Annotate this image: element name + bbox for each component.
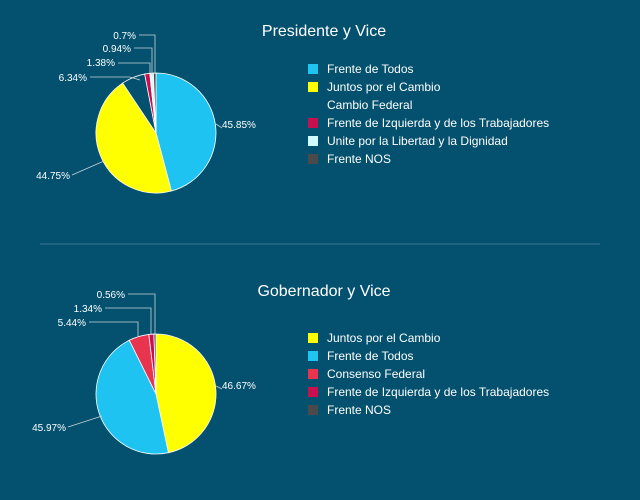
gobernador-legend-swatch-3[interactable] xyxy=(308,387,318,397)
presidente-data-label-4: 0.94% xyxy=(103,44,131,55)
presidente-leader-line-2 xyxy=(90,76,141,81)
gobernador-chart-title: Gobernador y Vice xyxy=(257,283,390,300)
gobernador-legend-label-2[interactable]: Consenso Federal xyxy=(327,367,425,381)
gobernador-legend-label-3[interactable]: Frente de Izquierda y de los Trabajadore… xyxy=(327,385,549,399)
presidente-legend-label-5[interactable]: Frente NOS xyxy=(327,152,391,166)
gobernador-leader-line-2 xyxy=(89,321,139,337)
gobernador-legend-swatch-2[interactable] xyxy=(308,369,318,379)
gobernador-data-label-0: 46.67% xyxy=(222,381,256,392)
gobernador-data-label-2: 5.44% xyxy=(58,318,86,329)
gobernador-legend-swatch-4[interactable] xyxy=(308,405,318,415)
presidente-legend-label-4[interactable]: Unite por la Libertad y la Dignidad xyxy=(327,134,508,148)
presidente-legend-label-0[interactable]: Frente de Todos xyxy=(327,62,414,76)
presidente-legend-label-3[interactable]: Frente de Izquierda y de los Trabajadore… xyxy=(327,116,549,130)
presidente-legend-swatch-2[interactable] xyxy=(308,100,318,110)
presidente-leader-line-5 xyxy=(139,34,156,74)
gobernador-data-label-4: 0.56% xyxy=(97,290,125,301)
presidente-legend-swatch-1[interactable] xyxy=(308,82,318,92)
presidente-data-label-1: 44.75% xyxy=(36,171,70,182)
gobernador-leader-line-1 xyxy=(67,415,103,428)
gobernador-slice-0[interactable] xyxy=(155,333,217,454)
gobernador-legend-label-4[interactable]: Frente NOS xyxy=(327,403,391,417)
gobernador-legend-label-1[interactable]: Frente de Todos xyxy=(327,349,414,363)
presidente-data-label-3: 1.38% xyxy=(87,58,115,69)
gobernador-data-label-1: 45.97% xyxy=(32,423,66,434)
presidente-slice-1[interactable] xyxy=(95,82,172,194)
presidente-legend-label-1[interactable]: Juntos por el Cambio xyxy=(327,80,441,94)
gobernador-legend-swatch-1[interactable] xyxy=(308,351,318,361)
presidente-data-label-5: 0.7% xyxy=(113,31,136,42)
presidente-legend-swatch-4[interactable] xyxy=(308,136,318,146)
presidente-leader-line-1 xyxy=(71,160,105,176)
gobernador-slice-1[interactable] xyxy=(95,339,169,455)
gobernador-data-label-3: 1.34% xyxy=(74,304,102,315)
presidente-legend-swatch-5[interactable] xyxy=(308,154,318,164)
gobernador-legend-label-0[interactable]: Juntos por el Cambio xyxy=(327,331,441,345)
presidente-legend-swatch-3[interactable] xyxy=(308,118,318,128)
gobernador-leader-line-4 xyxy=(128,293,156,334)
presidente-leader-line-0 xyxy=(215,123,223,129)
gobernador-slice-4[interactable] xyxy=(153,333,157,395)
presidente-legend-swatch-0[interactable] xyxy=(308,64,318,74)
presidente-chart-title: Presidente y Vice xyxy=(262,23,386,40)
presidente-leader-line-3 xyxy=(118,62,151,75)
gobernador-leader-line-3 xyxy=(105,307,152,335)
gobernador-leader-line-0 xyxy=(215,385,223,390)
presidente-data-label-2: 6.34% xyxy=(59,73,87,84)
presidente-slice-0[interactable] xyxy=(155,72,217,192)
gobernador-legend-swatch-0[interactable] xyxy=(308,333,318,343)
presidente-leader-line-4 xyxy=(134,47,153,75)
presidente-data-label-0: 45.85% xyxy=(222,120,256,131)
presidente-legend-label-2[interactable]: Cambio Federal xyxy=(327,98,412,112)
